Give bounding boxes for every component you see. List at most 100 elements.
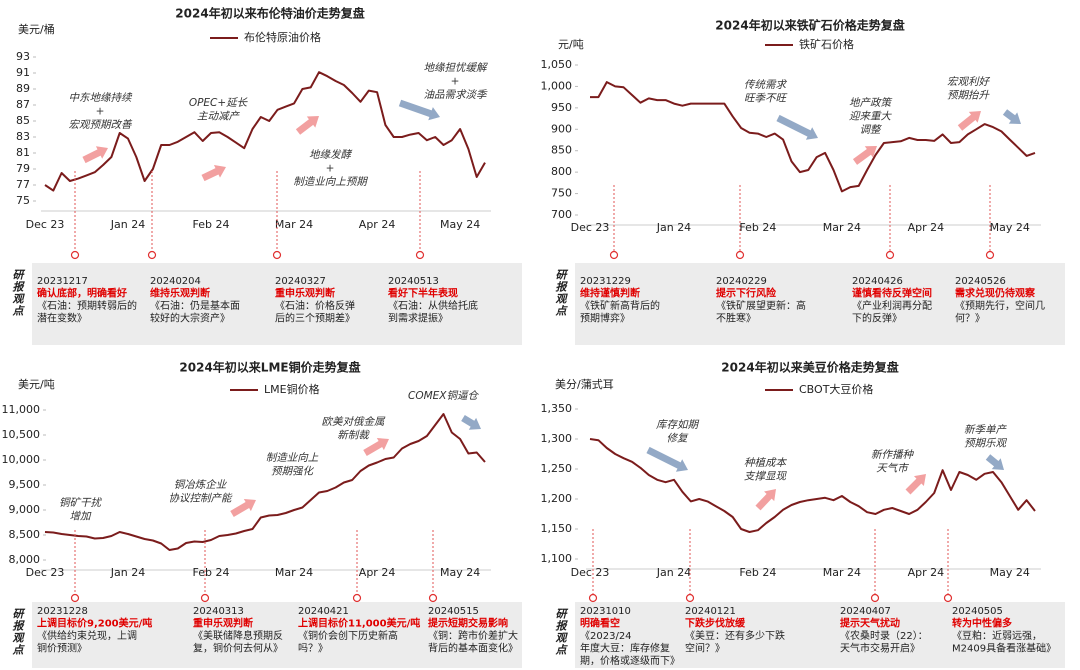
note-date: 20240204 (150, 276, 201, 287)
y-tick-label: 750 (551, 187, 572, 200)
y-tick-label: 81 (16, 146, 30, 159)
note-headline: 明确看空 (580, 617, 620, 630)
x-tick-label: May 24 (990, 221, 1030, 234)
note-body: 《2023/24 (580, 630, 632, 642)
note-date: 20240121 (685, 606, 736, 617)
note-body: 《产业利润再分配 (852, 299, 932, 312)
legend-label: 铁矿石价格 (799, 37, 854, 51)
trend-arrow (957, 111, 981, 131)
annotation: 铜矿干扰 (59, 497, 102, 509)
note-date: 20231217 (37, 276, 88, 287)
notes-panel (575, 263, 1065, 345)
y-tick-label: 1,350 (541, 402, 573, 415)
note-body: 《石油：从供给托底 (388, 299, 478, 312)
annotation: 新季单产 (964, 424, 1007, 436)
trend-arrow (295, 116, 319, 135)
annotation: COMEX铜逼仓 (408, 390, 479, 402)
trend-arrow (776, 114, 818, 140)
note-body: 不胜寒》 (716, 312, 756, 325)
x-tick-label: Jan 24 (110, 566, 145, 579)
y-tick-label: 87 (16, 98, 30, 111)
y-tick-label: 9,500 (9, 478, 41, 491)
x-tick-label: Mar 24 (823, 566, 861, 579)
note-body: 较好的大宗资产》 (150, 312, 230, 325)
note-marker (985, 250, 995, 260)
annotation: 地缘担忧缓解 (424, 62, 488, 74)
x-tick-label: Feb 24 (193, 218, 230, 231)
note-marker (70, 250, 80, 260)
y-tick-label: 1,250 (541, 462, 573, 475)
price-line (44, 71, 486, 192)
note-headline: 需求兑现仍待观察 (955, 287, 1036, 300)
note-marker (588, 593, 598, 603)
trend-arrow (755, 489, 776, 511)
note-date: 20240421 (298, 606, 349, 617)
annotation: 地缘发酵 (309, 149, 352, 161)
y-tick-label: 1,100 (541, 552, 573, 565)
chart-title: 2024年初以来美豆价格走势复盘 (721, 360, 898, 375)
note-marker (147, 250, 157, 260)
y-tick-label: 11,000 (2, 403, 41, 416)
note-marker (943, 593, 953, 603)
note-body: 《铁矿新高背后的 (580, 299, 660, 312)
trend-arrow (1002, 109, 1021, 124)
note-date: 20240327 (275, 276, 326, 287)
note-body: 《铁矿展望更新：高 (716, 299, 806, 312)
note-body: 《供给约束兑现，上调 (37, 629, 137, 642)
y-tick-label: 8,500 (9, 528, 41, 541)
legend-label: CBOT大豆价格 (799, 382, 873, 396)
annotation: + (96, 106, 105, 118)
x-tick-label: Feb 24 (193, 566, 230, 579)
note-body: 何？》 (955, 312, 985, 325)
y-tick-label: 77 (16, 178, 30, 191)
annotation: 油品需求淡季 (424, 89, 488, 101)
note-body: M2409具备看涨基础》 (952, 642, 1056, 655)
y-axis-label: 美元/桶 (18, 22, 55, 36)
note-headline: 重申乐观判断 (275, 287, 335, 300)
note-body: 铜价预测》 (37, 642, 87, 655)
note-body: 《美豆：还有多少下跌 (685, 629, 785, 642)
annotation: 制造业向上预期 (293, 176, 368, 188)
note-headline: 确认底部，明确看好 (37, 287, 127, 300)
annotation: 预期乐观 (964, 438, 1007, 450)
annotation: 欧美对俄金属 (322, 416, 386, 428)
note-body: 复，铜价何去何从》 (193, 642, 283, 655)
trend-arrow (82, 146, 108, 164)
notes-panel (32, 263, 522, 345)
annotation: 预期强化 (271, 466, 314, 478)
chart-title: 2024年初以来铁矿石价格走势复盘 (715, 18, 904, 33)
y-tick-label: 75 (16, 194, 30, 207)
y-tick-label: 800 (551, 165, 572, 178)
note-marker (735, 250, 745, 260)
annotation: + (451, 76, 460, 88)
annotation: 新作播种 (871, 449, 914, 461)
note-headline: 提示下行风险 (716, 287, 777, 300)
y-tick-label: 1,050 (541, 58, 573, 71)
x-tick-label: May 24 (990, 566, 1030, 579)
note-headline: 提示天气扰动 (840, 617, 900, 630)
y-tick-label: 9,000 (9, 503, 41, 516)
note-marker (685, 593, 695, 603)
y-tick-label: 83 (16, 130, 30, 143)
note-body: 到需求提振》 (388, 312, 448, 325)
note-body: 年度大豆：库存修复 (580, 642, 670, 655)
note-body: 《农桑时录（22）： (840, 629, 928, 642)
y-axis-label: 元/吨 (558, 38, 584, 51)
note-headline: 上调目标价11,000美元/吨 (298, 617, 420, 630)
x-tick-label: Dec 23 (571, 221, 610, 234)
note-date: 20240426 (852, 276, 903, 287)
annotation: 宏观预期改善 (69, 119, 133, 131)
note-marker (200, 593, 210, 603)
x-tick-label: May 24 (440, 566, 480, 579)
trend-arrow (905, 474, 926, 495)
note-date: 20240229 (716, 276, 767, 287)
chart-title: 2024年初以来布伦特油价走势复盘 (175, 6, 364, 21)
notes-panel (575, 602, 1065, 668)
annotation: 支撑显现 (744, 471, 787, 483)
note-body: 《豆粕：近弱远强， (952, 629, 1042, 642)
trend-arrow (230, 498, 256, 518)
x-tick-label: Dec 23 (571, 566, 610, 579)
note-headline: 谨慎看待反弹空间 (852, 287, 932, 300)
note-body: 《铜：跨市价差扩大 (428, 629, 518, 642)
